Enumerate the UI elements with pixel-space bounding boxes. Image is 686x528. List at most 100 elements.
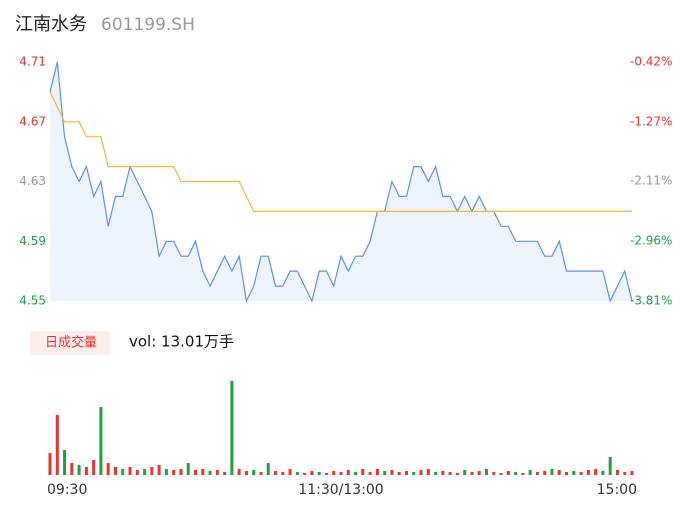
volume-bar <box>201 469 205 475</box>
volume-bar <box>99 407 103 475</box>
volume-bar <box>179 469 183 475</box>
volume-bar <box>324 473 328 475</box>
y-tick-label: 4.55 <box>19 294 46 308</box>
y2-tick-label: -1.27% <box>630 114 672 128</box>
y2-tick-label: -0.42% <box>630 55 672 69</box>
volume-bar <box>470 472 474 475</box>
volume-bar <box>455 473 459 475</box>
volume-bar <box>70 463 74 475</box>
volume-bar <box>339 472 343 475</box>
volume-bar <box>150 467 154 475</box>
volume-bar <box>186 463 190 475</box>
volume-bar <box>172 470 176 475</box>
volume-bar <box>288 469 292 475</box>
volume-bar <box>368 472 372 475</box>
volume-bar <box>463 470 467 475</box>
volume-bar <box>55 415 59 475</box>
volume-bar <box>230 381 234 475</box>
volume-bar <box>521 473 525 475</box>
volume-bar <box>274 471 278 475</box>
volume-bar <box>623 472 627 475</box>
legend-box <box>30 331 110 355</box>
volume-bar <box>237 469 241 475</box>
volume-bar <box>506 471 510 475</box>
average-line <box>49 91 632 212</box>
x-tick-label: 11:30/13:00 <box>298 482 383 498</box>
volume-bar <box>397 472 401 475</box>
volume-bar <box>426 469 430 475</box>
y-tick-label: 4.63 <box>19 174 46 188</box>
volume-bar <box>223 472 227 475</box>
volume-bar <box>441 471 445 475</box>
volume-bar <box>164 469 168 475</box>
volume-bar <box>295 472 299 475</box>
price-line <box>49 61 633 303</box>
y2-tick-label: -2.11% <box>630 174 672 188</box>
volume-bar <box>499 473 503 475</box>
volume-bar <box>252 470 256 475</box>
volume-bar <box>601 471 605 475</box>
legend-label: 日成交量 <box>45 335 97 351</box>
volume-bar <box>615 470 619 475</box>
chart-title: 江南水务 <box>15 14 87 35</box>
volume-bar <box>63 450 67 475</box>
volume-bar <box>215 470 219 475</box>
volume-bar <box>630 471 634 475</box>
volume-bar <box>528 470 532 475</box>
volume-bar <box>550 469 554 475</box>
volume-bar <box>412 472 416 475</box>
volume-bar <box>303 473 307 475</box>
volume-bar <box>121 469 125 475</box>
volume-bar <box>586 470 590 475</box>
volume-bar <box>354 472 358 475</box>
volume-bar <box>579 472 583 475</box>
volume-bar <box>594 469 598 475</box>
volume-bar <box>259 472 263 475</box>
volume-bar <box>135 470 139 475</box>
volume-bar <box>128 467 132 475</box>
volume-bar <box>390 470 394 475</box>
x-tick-label: 15:00 <box>597 482 637 498</box>
volume-bar <box>383 471 387 475</box>
volume-bar <box>310 471 314 475</box>
y2-tick-label: -2.96% <box>630 234 672 248</box>
volume-bar <box>543 471 547 475</box>
volume-bar <box>244 471 248 475</box>
y-tick-label: 4.67 <box>19 114 46 128</box>
chart-subtitle: 601199.SH <box>101 15 195 35</box>
volume-bar <box>419 470 423 475</box>
volume-bar <box>557 470 561 475</box>
volume-bar <box>375 469 379 475</box>
volume-bar <box>492 472 496 475</box>
volume-bar <box>565 472 569 475</box>
volume-bar <box>608 457 612 475</box>
volume-bar <box>208 471 212 475</box>
y-tick-label: 4.71 <box>19 55 46 69</box>
volume-bar <box>194 470 197 475</box>
volume-bar <box>113 467 117 475</box>
volume-bar <box>77 465 81 475</box>
volume-bar <box>266 463 270 475</box>
volume-bar <box>477 471 481 475</box>
volume-bar <box>281 472 285 475</box>
y2-tick-label: -3.81% <box>630 294 672 308</box>
volume-bar <box>92 460 96 475</box>
volume-bar <box>535 472 539 475</box>
volume-bar <box>106 463 110 475</box>
volume-bar <box>572 471 576 475</box>
volume-bar <box>514 472 518 475</box>
y-tick-label: 4.59 <box>19 234 46 248</box>
price-area <box>50 62 632 301</box>
x-tick-label: 09:30 <box>47 482 87 498</box>
volume-bar <box>157 465 161 475</box>
volume-bar <box>84 467 88 475</box>
volume-bar <box>404 471 408 475</box>
volume-bar <box>485 469 488 475</box>
volume-bar <box>317 472 321 475</box>
volume-bar <box>143 469 147 475</box>
volume-bar <box>448 472 452 475</box>
volume-bar <box>434 472 438 475</box>
volume-bar <box>332 471 336 475</box>
volume-bar <box>361 469 365 475</box>
